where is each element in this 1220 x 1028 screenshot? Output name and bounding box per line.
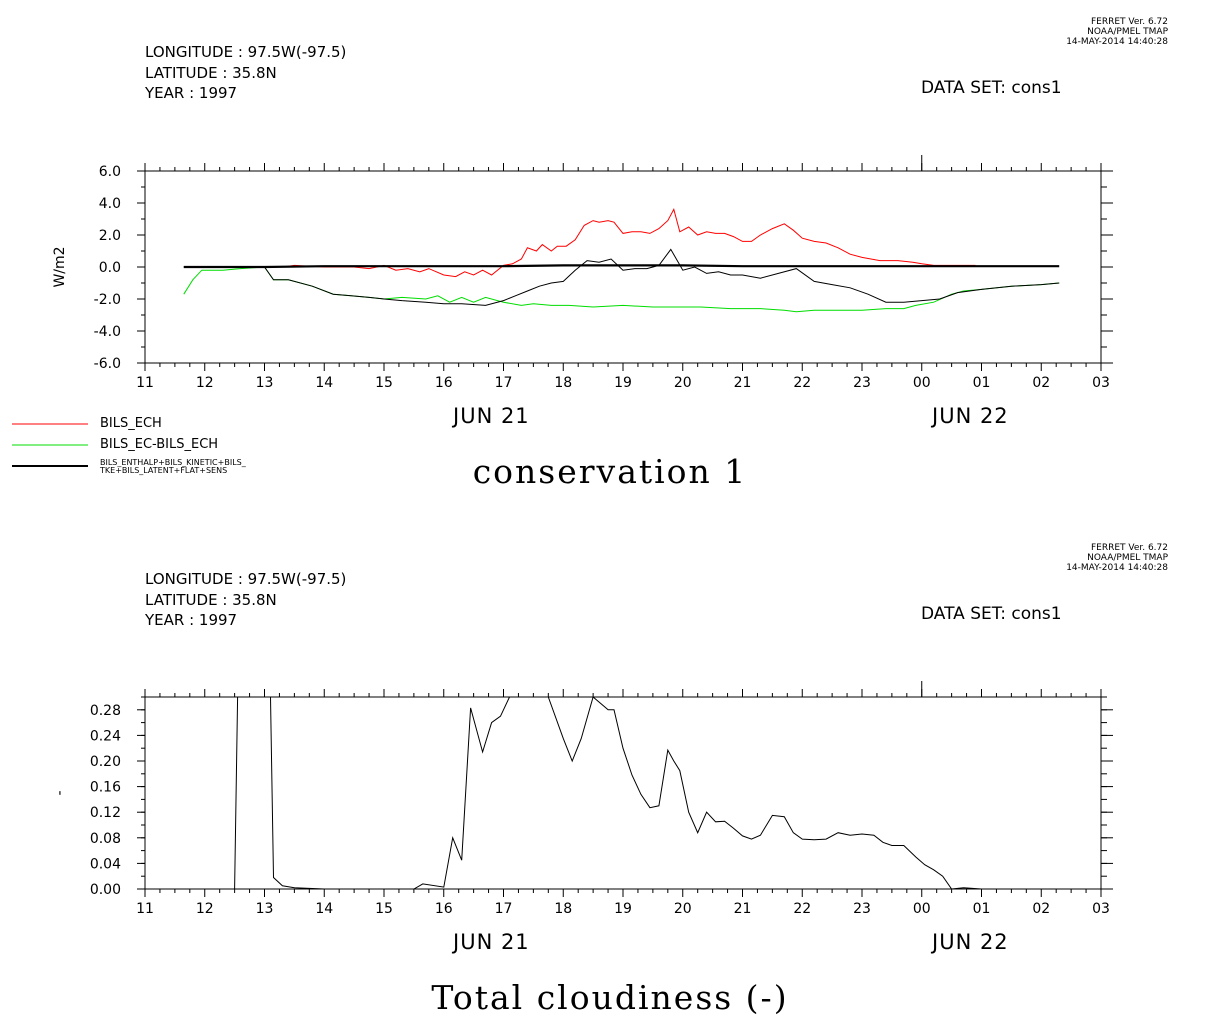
x-tick-label: 19 <box>614 375 632 391</box>
x-tick-label: 03 <box>1092 901 1110 917</box>
stamp-line: FERRET Ver. 6.72 <box>1090 17 1168 27</box>
y-tick-label: 0.28 <box>90 703 121 719</box>
year-text: YEAR : 1997 <box>145 611 238 629</box>
x-tick-label: 03 <box>1092 375 1110 391</box>
x-tick-label: 11 <box>136 901 154 917</box>
y-tick-label: -6.0 <box>94 356 121 372</box>
x-tick-label: 16 <box>435 901 453 917</box>
y-tick-label: 0.16 <box>90 780 121 796</box>
date-label-jun21: JUN 21 <box>453 930 530 954</box>
x-tick-label: 13 <box>256 375 274 391</box>
location-header: LONGITUDE : 97.5W(-97.5) LATITUDE : 35.8… <box>145 42 346 104</box>
y-tick-label: 0.20 <box>90 754 121 770</box>
y-tick-label: 4.0 <box>99 196 121 212</box>
ferret-stamp: FERRET Ver. 6.72 NOAA/PMEL TMAP 14-MAY-2… <box>1066 543 1168 573</box>
legend-label-bils-ec: BILS_EC-BILS_ECH <box>100 437 219 452</box>
x-tick-label: 17 <box>495 901 513 917</box>
x-tick-label: 02 <box>1032 375 1050 391</box>
x-tick-label: 21 <box>734 375 752 391</box>
y-tick-label: 0.24 <box>90 728 121 744</box>
x-tick-label: 01 <box>973 375 991 391</box>
plot-frame <box>144 696 1102 890</box>
stamp-line: NOAA/PMEL TMAP <box>1087 553 1168 563</box>
date-label-jun22: JUN 22 <box>932 404 1009 428</box>
x-tick-label: 00 <box>913 375 931 391</box>
x-tick-label: 21 <box>734 901 752 917</box>
x-tick-label: 22 <box>793 901 811 917</box>
series-line-1 <box>183 266 1060 313</box>
x-tick-label: 20 <box>674 375 692 391</box>
x-tick-label: 00 <box>913 901 931 917</box>
y-axis-label: W/m2 <box>52 246 68 287</box>
longitude-text: LONGITUDE : 97.5W(-97.5) <box>145 570 347 588</box>
legend-label-sum: BILS_ENTHALP+BILS_KINETIC+BILS_ TKE+BILS… <box>100 458 246 475</box>
stamp-line: NOAA/PMEL TMAP <box>1087 27 1168 37</box>
legend-swatches <box>12 423 88 467</box>
panel-cloudiness: FERRET Ver. 6.72 NOAA/PMEL TMAP 14-MAY-2… <box>0 526 1220 1028</box>
x-tick-label: 12 <box>196 375 214 391</box>
legend-label-bils-ech: BILS_ECH <box>100 416 162 431</box>
y-axis-label: - <box>52 790 68 795</box>
conservation-chart: 11 12 13 14 15 16 17 18 19 20 21 22 23 00 01 02 03 6.0 4.0… <box>52 155 1113 391</box>
x-tick-label: 22 <box>793 375 811 391</box>
x-tick-label: 23 <box>853 375 871 391</box>
x-tick-label: 14 <box>315 901 333 917</box>
series-line-0 <box>183 697 1060 889</box>
cloudiness-chart: 11 12 13 14 15 16 17 18 19 20 21 22 23 00 01 02 03 0.28 0.… <box>52 681 1113 917</box>
stamp-line: FERRET Ver. 6.72 <box>1090 543 1168 553</box>
x-tick-label: 12 <box>196 901 214 917</box>
ferret-stamp: FERRET Ver. 6.72 NOAA/PMEL TMAP 14-MAY-2… <box>1066 17 1168 47</box>
location-header: LONGITUDE : 97.5W(-97.5) LATITUDE : 35.8… <box>145 569 346 631</box>
date-label-jun21: JUN 21 <box>453 404 530 428</box>
y-tick-label: 6.0 <box>99 164 121 180</box>
x-tick-label: 18 <box>554 901 572 917</box>
series-line-2 <box>183 248 1060 306</box>
y-tick-label: 0.04 <box>90 856 121 872</box>
latitude-text: LATITUDE : 35.8N <box>145 63 277 82</box>
y-tick-label: -2.0 <box>94 292 121 308</box>
y-tick-label: 0.08 <box>90 831 121 847</box>
x-tick-label: 18 <box>554 375 572 391</box>
y-tick-label: 2.0 <box>99 228 121 244</box>
dataset-label: DATA SET: cons1 <box>921 604 1062 624</box>
y-tick-label: 0.12 <box>90 805 121 821</box>
x-tick-label: 17 <box>495 375 513 391</box>
latitude-text: LATITUDE : 35.8N <box>145 590 277 609</box>
x-tick-label: 14 <box>315 375 333 391</box>
x-tick-label: 15 <box>375 375 393 391</box>
x-tick-label: 01 <box>973 901 991 917</box>
x-tick-label: 19 <box>614 901 632 917</box>
y-tick-label: -4.0 <box>94 324 121 340</box>
panel-conservation: FERRET Ver. 6.72 NOAA/PMEL TMAP 14-MAY-2… <box>12 17 1168 491</box>
chart-title-cloudiness: Total cloudiness (-) <box>431 978 789 1017</box>
x-tick-label: 23 <box>853 901 871 917</box>
series-line-0 <box>183 208 976 278</box>
x-tick-label: 11 <box>136 375 154 391</box>
x-tick-label: 16 <box>435 375 453 391</box>
x-tick-label: 20 <box>674 901 692 917</box>
x-tick-label: 02 <box>1032 901 1050 917</box>
chart-title-conservation: conservation 1 <box>472 452 748 491</box>
x-tick-label: 15 <box>375 901 393 917</box>
year-text: YEAR : 1997 <box>145 84 238 102</box>
y-tick-label: 0.00 <box>90 882 121 898</box>
x-tick-label: 13 <box>256 901 274 917</box>
dataset-label: DATA SET: cons1 <box>921 78 1062 98</box>
date-label-jun22: JUN 22 <box>932 930 1009 954</box>
y-tick-label: 0.0 <box>99 260 121 276</box>
longitude-text: LONGITUDE : 97.5W(-97.5) <box>145 43 347 61</box>
stamp-line: 14-MAY-2014 14:40:28 <box>1066 563 1168 573</box>
stamp-line: 14-MAY-2014 14:40:28 <box>1066 37 1168 47</box>
series-line-3 <box>183 264 1060 269</box>
